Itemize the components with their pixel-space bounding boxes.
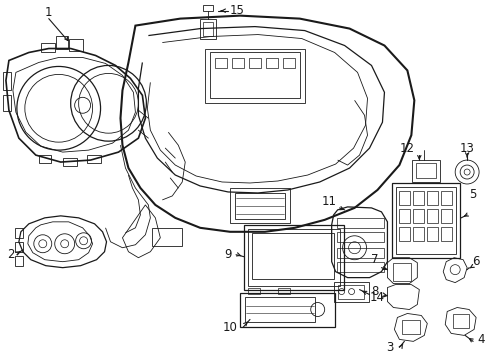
Bar (265, 58, 277, 68)
Bar (248, 58, 261, 68)
Bar (235, 193, 285, 219)
Text: 13: 13 (459, 141, 474, 155)
Text: 12: 12 (399, 141, 414, 155)
Bar (68, 39, 82, 50)
Text: 8: 8 (370, 285, 377, 298)
Bar (440, 209, 451, 223)
Bar (15, 242, 23, 252)
Bar (415, 163, 435, 178)
Bar (282, 58, 294, 68)
Text: 3: 3 (385, 341, 392, 354)
Bar (62, 158, 77, 166)
Bar (244, 225, 343, 289)
Bar (336, 218, 384, 228)
Bar (210, 53, 299, 98)
Bar (205, 49, 304, 103)
Bar (244, 297, 314, 323)
Bar (229, 188, 289, 223)
Bar (277, 288, 289, 293)
Bar (3, 95, 11, 111)
Bar (203, 22, 213, 36)
Bar (15, 228, 23, 238)
Bar (3, 72, 11, 90)
Bar (336, 262, 384, 272)
Bar (336, 232, 384, 242)
Bar (392, 183, 459, 258)
Bar (402, 320, 420, 334)
Bar (240, 293, 334, 328)
Bar (452, 315, 468, 328)
Text: 4: 4 (476, 333, 484, 346)
Bar (427, 191, 437, 205)
Bar (56, 36, 67, 49)
Text: 5: 5 (468, 188, 475, 202)
Bar (333, 282, 368, 302)
Bar (427, 227, 437, 241)
Text: 15: 15 (229, 4, 244, 17)
Bar (393, 263, 410, 280)
Bar (86, 155, 101, 163)
Bar (336, 248, 384, 258)
Text: 7: 7 (370, 253, 378, 266)
Bar (412, 209, 424, 223)
Text: 2: 2 (7, 248, 15, 261)
Bar (251, 233, 333, 279)
Bar (247, 288, 260, 293)
Bar (41, 42, 55, 53)
Text: 6: 6 (471, 255, 479, 268)
Bar (399, 227, 409, 241)
Bar (396, 187, 455, 254)
Bar (399, 209, 409, 223)
Text: 1: 1 (45, 6, 52, 19)
Text: 9: 9 (224, 248, 231, 261)
Bar (39, 155, 51, 163)
Text: 14: 14 (369, 291, 384, 304)
Bar (200, 19, 216, 39)
Bar (15, 256, 23, 266)
Bar (412, 227, 424, 241)
Bar (232, 58, 244, 68)
Bar (412, 191, 424, 205)
Bar (215, 58, 226, 68)
Bar (247, 229, 339, 285)
Bar (440, 191, 451, 205)
Bar (399, 191, 409, 205)
Bar (152, 228, 182, 246)
Bar (427, 209, 437, 223)
Bar (203, 5, 213, 11)
Text: 11: 11 (322, 195, 337, 208)
Text: 10: 10 (222, 321, 237, 334)
Bar (411, 160, 439, 182)
Bar (440, 227, 451, 241)
Bar (337, 285, 363, 298)
